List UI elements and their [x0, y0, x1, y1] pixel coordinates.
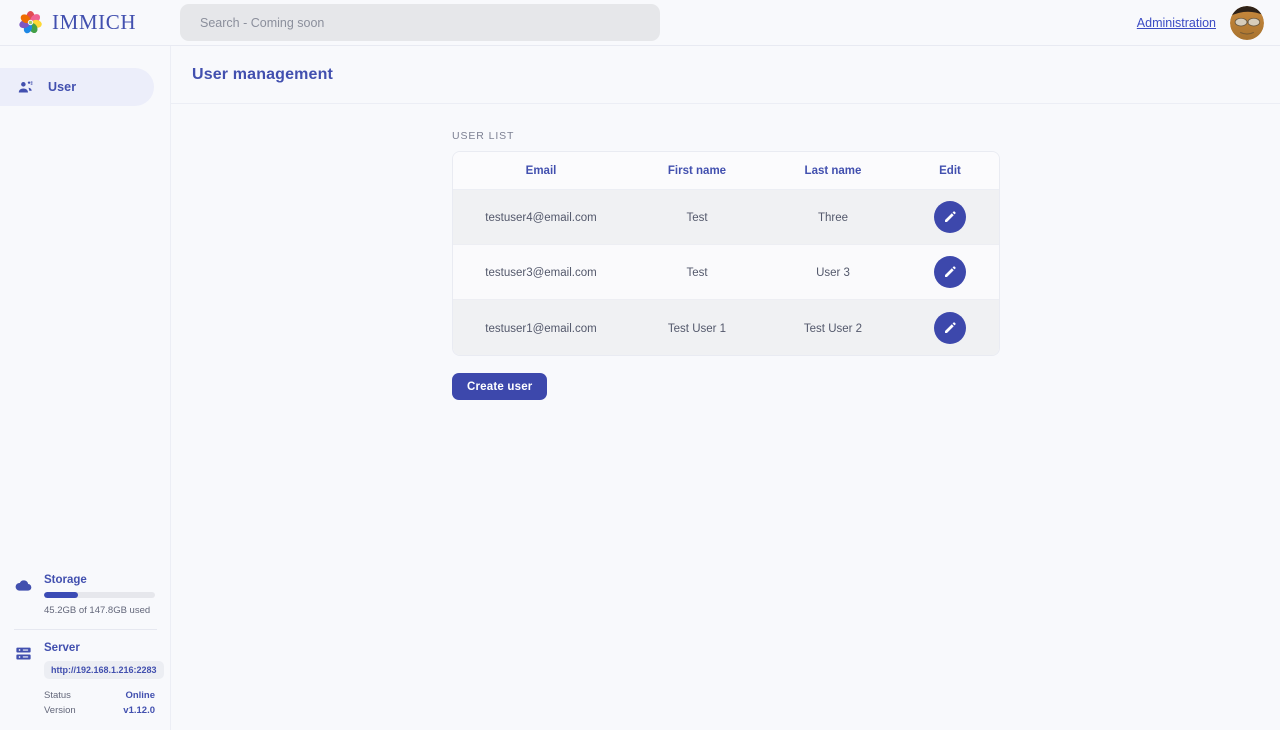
table-row[interactable]: testuser4@email.com Test Three — [453, 190, 999, 245]
cell-last-name: Three — [817, 212, 849, 224]
page-header: User management — [171, 46, 1280, 104]
top-bar-right: Administration — [1137, 0, 1264, 46]
cell-first-name: Test — [686, 212, 708, 224]
sidebar-divider — [14, 629, 157, 630]
page-title: User management — [192, 65, 333, 83]
server-section: Server http://192.168.1.216:2283 Status … — [14, 642, 164, 716]
storage-progress-bar — [44, 592, 155, 598]
cell-first-name: Test User 1 — [667, 322, 727, 335]
table-row[interactable]: testuser1@email.com Test User 1 Test Use… — [453, 300, 999, 355]
server-rack-icon — [16, 647, 31, 660]
search-input[interactable] — [180, 4, 660, 41]
immich-pinwheel-logo-icon — [19, 11, 42, 34]
sidebar-nav: User — [0, 46, 170, 106]
storage-progress-fill — [44, 592, 79, 598]
pencil-icon — [945, 321, 956, 333]
content-area: USER LIST Email First name Last name Edi… — [171, 104, 1280, 400]
users-icon — [18, 80, 33, 92]
top-bar: IMMICH Administration — [0, 0, 1280, 46]
server-status-row: Status Online — [44, 690, 157, 701]
main-content: User management USER LIST Email First na… — [171, 46, 1280, 730]
user-table: Email First name Last name Edit testuser… — [452, 151, 1000, 356]
column-header-edit: Edit — [939, 164, 961, 177]
search-container — [180, 4, 660, 41]
brand[interactable]: IMMICH — [0, 10, 172, 35]
sidebar: User Storage 45.2GB of 147.8GB used — [0, 46, 171, 730]
column-header-first-name: First name — [667, 164, 727, 177]
user-list-label: USER LIST — [452, 130, 515, 142]
server-title: Server — [44, 642, 80, 654]
cell-first-name: Test — [686, 267, 708, 279]
server-status-value: Online — [125, 690, 155, 701]
pencil-icon — [945, 266, 956, 277]
sidebar-item-user-label: User — [48, 80, 77, 94]
cell-email: testuser1@email.com — [485, 322, 597, 335]
cell-email: testuser4@email.com — [485, 212, 597, 224]
edit-user-button[interactable] — [934, 311, 966, 344]
cloud-icon — [15, 580, 32, 591]
server-url-chip[interactable]: http://192.168.1.216:2283 — [44, 661, 164, 679]
column-header-last-name: Last name — [804, 164, 862, 177]
user-list-panel: USER LIST Email First name Last name Edi… — [452, 130, 1000, 400]
edit-user-button[interactable] — [934, 256, 966, 288]
sidebar-footer: Storage 45.2GB of 147.8GB used Server ht… — [0, 574, 171, 716]
sidebar-item-user[interactable]: User — [0, 68, 154, 106]
brand-name: IMMICH — [52, 10, 137, 34]
storage-title: Storage — [44, 574, 87, 586]
cell-last-name: Test User 2 — [803, 322, 863, 335]
edit-user-button[interactable] — [934, 201, 966, 233]
column-header-email: Email — [525, 164, 557, 177]
storage-usage-text: 45.2GB of 147.8GB used — [44, 605, 151, 616]
cell-email: testuser3@email.com — [485, 267, 597, 279]
administration-link[interactable]: Administration — [1136, 16, 1216, 30]
table-header-row: Email First name Last name Edit — [453, 152, 999, 190]
user-avatar-icon[interactable] — [1230, 6, 1264, 40]
server-status-label: Status — [44, 690, 71, 701]
server-version-row: Version v1.12.0 — [44, 705, 157, 716]
cell-last-name: User 3 — [816, 267, 850, 279]
create-user-button[interactable]: Create user — [452, 373, 548, 400]
storage-section: Storage 45.2GB of 147.8GB used — [14, 574, 157, 616]
server-version-label: Version — [44, 705, 76, 716]
table-row[interactable]: testuser3@email.com Test User 3 — [453, 245, 999, 300]
server-version-value: v1.12.0 — [123, 705, 155, 716]
pencil-icon — [945, 211, 956, 222]
